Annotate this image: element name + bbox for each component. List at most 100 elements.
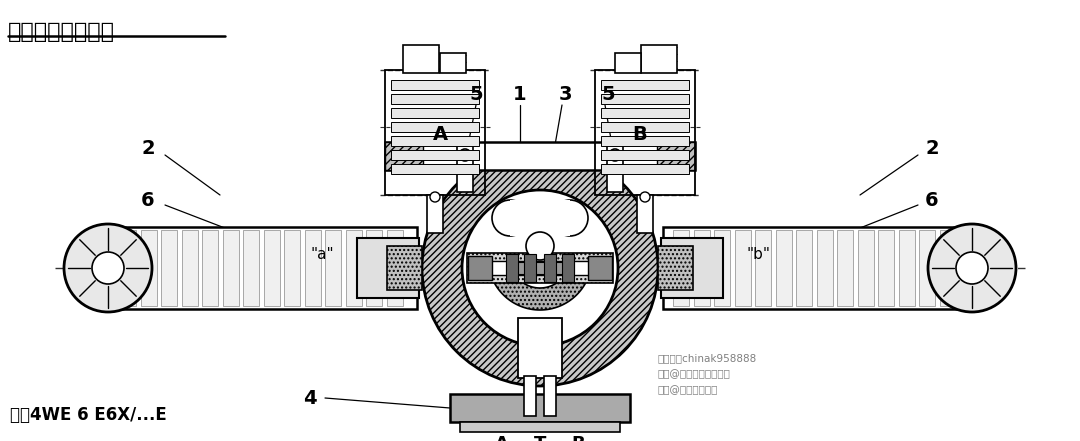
Bar [222, 230, 239, 306]
Bar [507, 254, 518, 282]
Bar [524, 254, 536, 282]
Circle shape [459, 149, 471, 161]
Text: 微信号：chinak958888: 微信号：chinak958888 [658, 353, 757, 363]
Bar [467, 253, 613, 283]
Bar [457, 142, 473, 192]
Bar [642, 45, 677, 73]
Bar [940, 230, 956, 306]
Text: 2: 2 [926, 138, 939, 157]
Bar [615, 53, 642, 73]
Bar [878, 230, 894, 306]
Bar [427, 195, 443, 233]
Bar [544, 376, 556, 416]
Bar [366, 230, 382, 306]
Bar [384, 142, 423, 170]
Bar [600, 94, 689, 104]
Bar [600, 122, 689, 132]
Bar [403, 45, 438, 73]
Bar [391, 122, 480, 132]
Text: "b": "b" [746, 247, 770, 262]
Bar [600, 136, 689, 146]
Bar [391, 164, 480, 174]
Text: 1: 1 [513, 86, 527, 105]
Text: 6: 6 [141, 191, 154, 209]
Circle shape [64, 224, 152, 312]
Text: 头条@川哥绘图制造: 头条@川哥绘图制造 [658, 385, 718, 395]
Bar [507, 262, 573, 274]
Bar [657, 142, 696, 170]
Circle shape [92, 252, 124, 284]
Bar [607, 142, 623, 192]
Text: B: B [633, 126, 647, 145]
Text: 型号4WE 6 E6X/...E: 型号4WE 6 E6X/...E [10, 406, 166, 424]
Text: 6: 6 [926, 191, 939, 209]
Bar [544, 254, 556, 282]
Bar [734, 230, 751, 306]
Bar [796, 230, 812, 306]
Bar [110, 227, 417, 309]
Bar [391, 80, 480, 90]
Text: "a": "a" [310, 247, 334, 262]
Bar [595, 70, 696, 195]
Bar [450, 394, 630, 422]
Bar [524, 376, 536, 416]
Bar [658, 246, 693, 290]
Bar [899, 230, 915, 306]
Circle shape [430, 192, 440, 202]
Circle shape [956, 252, 988, 284]
Text: 5: 5 [602, 86, 615, 105]
Bar [588, 256, 612, 280]
Bar [325, 230, 341, 306]
Bar [693, 230, 710, 306]
Bar [755, 230, 771, 306]
Bar [837, 230, 853, 306]
Circle shape [462, 190, 618, 346]
Bar [470, 261, 610, 275]
Text: T: T [534, 435, 546, 441]
Text: A: A [495, 435, 509, 441]
Bar [202, 230, 218, 306]
Bar [714, 230, 730, 306]
Bar [673, 230, 689, 306]
Bar [510, 200, 570, 236]
Bar [384, 70, 485, 195]
Bar [816, 230, 833, 306]
Text: 功能说明，剖视图: 功能说明，剖视图 [8, 22, 114, 42]
Bar [460, 422, 620, 432]
Bar [775, 230, 792, 306]
Bar [387, 246, 422, 290]
Bar [264, 230, 280, 306]
Text: 3: 3 [558, 86, 571, 105]
Text: 5: 5 [469, 86, 483, 105]
Bar [346, 230, 362, 306]
Text: 4: 4 [303, 389, 316, 407]
Bar [919, 230, 935, 306]
Bar [663, 227, 970, 309]
Bar [858, 230, 874, 306]
Bar [562, 254, 573, 282]
Bar [468, 256, 492, 280]
Bar [518, 318, 562, 378]
Text: 头条@川哥工控界自媒体: 头条@川哥工控界自媒体 [658, 369, 731, 379]
Bar [600, 164, 689, 174]
Circle shape [422, 150, 658, 386]
Bar [120, 230, 136, 306]
Bar [600, 80, 689, 90]
Bar [305, 230, 321, 306]
Bar [161, 230, 177, 306]
Circle shape [640, 192, 650, 202]
Circle shape [526, 232, 554, 260]
Circle shape [552, 200, 588, 236]
Bar [243, 230, 259, 306]
Bar [661, 238, 723, 298]
Bar [140, 230, 157, 306]
Text: B: B [571, 435, 584, 441]
Bar [600, 150, 689, 160]
Bar [391, 136, 480, 146]
Bar [391, 94, 480, 104]
Circle shape [928, 224, 1016, 312]
Bar [600, 108, 689, 118]
Bar [391, 150, 480, 160]
Circle shape [609, 149, 621, 161]
Polygon shape [488, 258, 592, 310]
